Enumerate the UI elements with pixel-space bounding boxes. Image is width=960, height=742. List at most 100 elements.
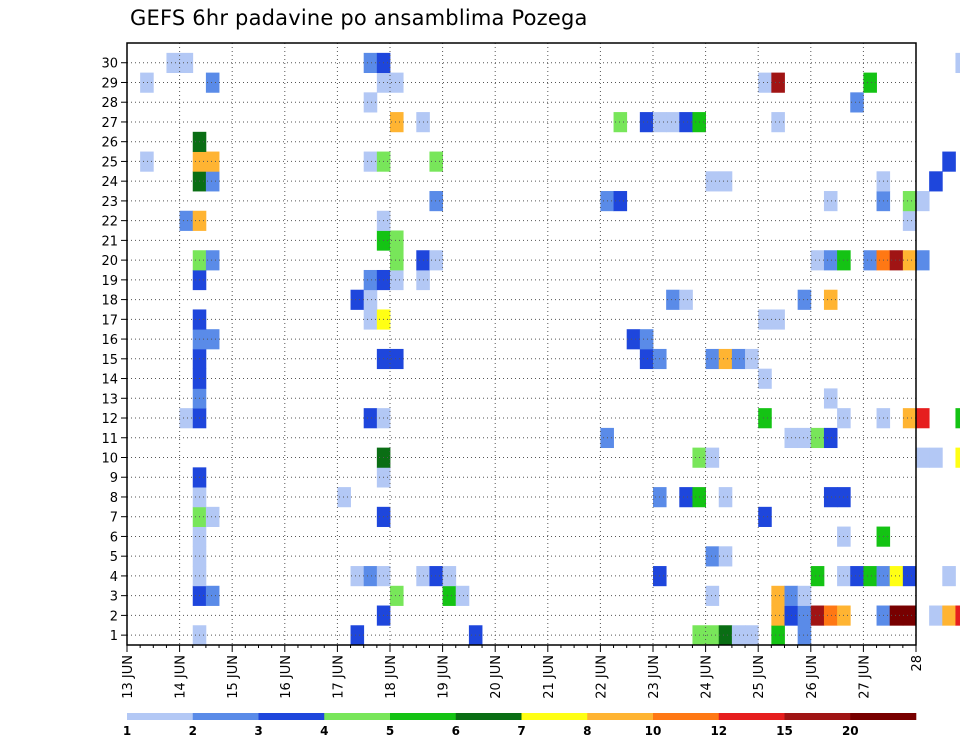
y-tick-label: 6 bbox=[110, 530, 118, 545]
colorbar-segment bbox=[850, 713, 917, 720]
heatmap-cell bbox=[810, 250, 825, 271]
colorbar-segment bbox=[192, 713, 259, 720]
heatmap-cell bbox=[771, 625, 785, 646]
heatmap-cell bbox=[797, 585, 812, 606]
heatmap-cell bbox=[205, 72, 220, 93]
colorbar-label: 6 bbox=[452, 724, 460, 738]
colorbar-segment bbox=[324, 713, 391, 720]
heatmap-cell bbox=[929, 605, 943, 626]
heatmap-cell bbox=[666, 112, 680, 133]
heatmap-cell bbox=[350, 625, 365, 646]
heatmap-cell bbox=[758, 72, 772, 93]
x-tick-label: 25 JUN bbox=[752, 655, 767, 699]
heatmap-cell bbox=[823, 427, 838, 449]
y-axis: 1234567891011121314151617181920212223242… bbox=[101, 57, 127, 644]
y-tick-label: 17 bbox=[101, 313, 118, 328]
y-tick-label: 21 bbox=[101, 234, 118, 249]
heatmap-cell bbox=[390, 230, 404, 251]
heatmap-cell bbox=[942, 151, 956, 172]
colorbar-segment bbox=[784, 713, 851, 720]
heatmap-cell bbox=[429, 151, 443, 172]
y-tick-label: 1 bbox=[110, 629, 118, 644]
colorbar: 1 2 3 4 5 6 7 8 10 12 15 20 bbox=[123, 713, 917, 738]
heatmap-cell bbox=[166, 52, 180, 74]
y-tick-label: 29 bbox=[101, 76, 118, 91]
heatmap-cell bbox=[718, 348, 733, 370]
heatmap-cell bbox=[205, 329, 220, 350]
heatmap-cell bbox=[429, 250, 443, 271]
heatmap-cell bbox=[902, 191, 917, 212]
heatmap-cell bbox=[705, 546, 720, 567]
heatmap-cell bbox=[771, 605, 785, 626]
heatmap-cell bbox=[797, 427, 812, 449]
x-tick-label: 20 JUN bbox=[489, 655, 504, 699]
heatmap-cell bbox=[613, 112, 628, 133]
y-tick-label: 18 bbox=[101, 294, 118, 309]
heatmap-cell bbox=[429, 566, 443, 587]
heatmap-cell bbox=[363, 52, 378, 74]
heatmap-cell bbox=[442, 566, 457, 587]
heatmap-cell bbox=[140, 151, 154, 172]
heatmap-cell bbox=[455, 585, 470, 606]
heatmap-cell bbox=[705, 171, 720, 192]
heatmap-cell bbox=[771, 585, 785, 606]
grid-layer bbox=[127, 43, 916, 645]
colorbar-segment bbox=[718, 713, 785, 720]
heatmap-cell bbox=[929, 171, 943, 192]
heatmap-cell bbox=[363, 151, 378, 172]
x-tick-label: 18 JUN bbox=[384, 655, 399, 699]
heatmap-cell bbox=[718, 171, 733, 192]
colorbar-segment bbox=[258, 713, 325, 720]
heatmap-cell bbox=[205, 506, 220, 527]
heatmap-cell bbox=[955, 605, 960, 626]
colorbar-label: 10 bbox=[645, 724, 662, 738]
colorbar-label: 7 bbox=[517, 724, 525, 738]
heatmap-cell bbox=[810, 566, 825, 587]
x-tick-label: 15 JUN bbox=[226, 655, 241, 699]
heatmap-cell bbox=[758, 309, 772, 330]
heatmap-cell bbox=[916, 191, 930, 212]
y-tick-label: 27 bbox=[101, 116, 118, 131]
heatmap-cell bbox=[823, 289, 838, 310]
heatmap-cell bbox=[823, 605, 838, 626]
heatmap-cell bbox=[889, 605, 904, 626]
heatmap-cell bbox=[705, 447, 720, 468]
y-tick-label: 16 bbox=[101, 333, 118, 348]
y-tick-label: 10 bbox=[101, 451, 118, 466]
chart-title: GEFS 6hr padavine po ansamblima Pozega bbox=[130, 6, 588, 30]
heatmap-cell bbox=[823, 250, 838, 271]
heatmap-cell bbox=[363, 566, 378, 587]
heatmap-cell bbox=[929, 447, 943, 468]
heatmap-cell bbox=[823, 487, 838, 508]
heatmap-cell bbox=[666, 289, 680, 310]
y-tick-label: 22 bbox=[101, 215, 118, 230]
heatmap-cell bbox=[205, 171, 220, 192]
heatmap-cell bbox=[942, 566, 956, 587]
heatmap-cell bbox=[613, 191, 628, 212]
heatmap-cell bbox=[179, 210, 194, 231]
y-tick-label: 11 bbox=[101, 432, 118, 447]
heatmap-cell bbox=[363, 309, 378, 330]
heatmap-cell bbox=[679, 487, 693, 508]
heatmap-cell bbox=[771, 309, 785, 330]
heatmap-cell bbox=[771, 72, 785, 93]
y-tick-label: 4 bbox=[110, 570, 118, 585]
heatmap-cell bbox=[902, 566, 917, 587]
heatmap-cell bbox=[942, 605, 956, 626]
heatmap-cell bbox=[902, 408, 917, 429]
heatmap-cell bbox=[390, 585, 404, 606]
y-tick-label: 7 bbox=[110, 511, 118, 526]
heatmap-cell bbox=[810, 427, 825, 449]
heatmap-cell bbox=[639, 348, 654, 370]
heatmap-cell bbox=[955, 52, 960, 74]
x-tick-label: 17 JUN bbox=[331, 655, 346, 699]
heatmap-cell bbox=[955, 447, 960, 468]
colorbar-segment bbox=[390, 713, 457, 720]
heatmap-cell bbox=[902, 605, 917, 626]
heatmap-cell bbox=[442, 585, 457, 606]
heatmap-cell bbox=[179, 408, 194, 429]
colorbar-segment bbox=[455, 713, 522, 720]
x-tick-label: 26 JUN bbox=[805, 655, 820, 699]
heatmap-cell bbox=[140, 72, 154, 93]
heatmap-cell bbox=[179, 52, 194, 74]
